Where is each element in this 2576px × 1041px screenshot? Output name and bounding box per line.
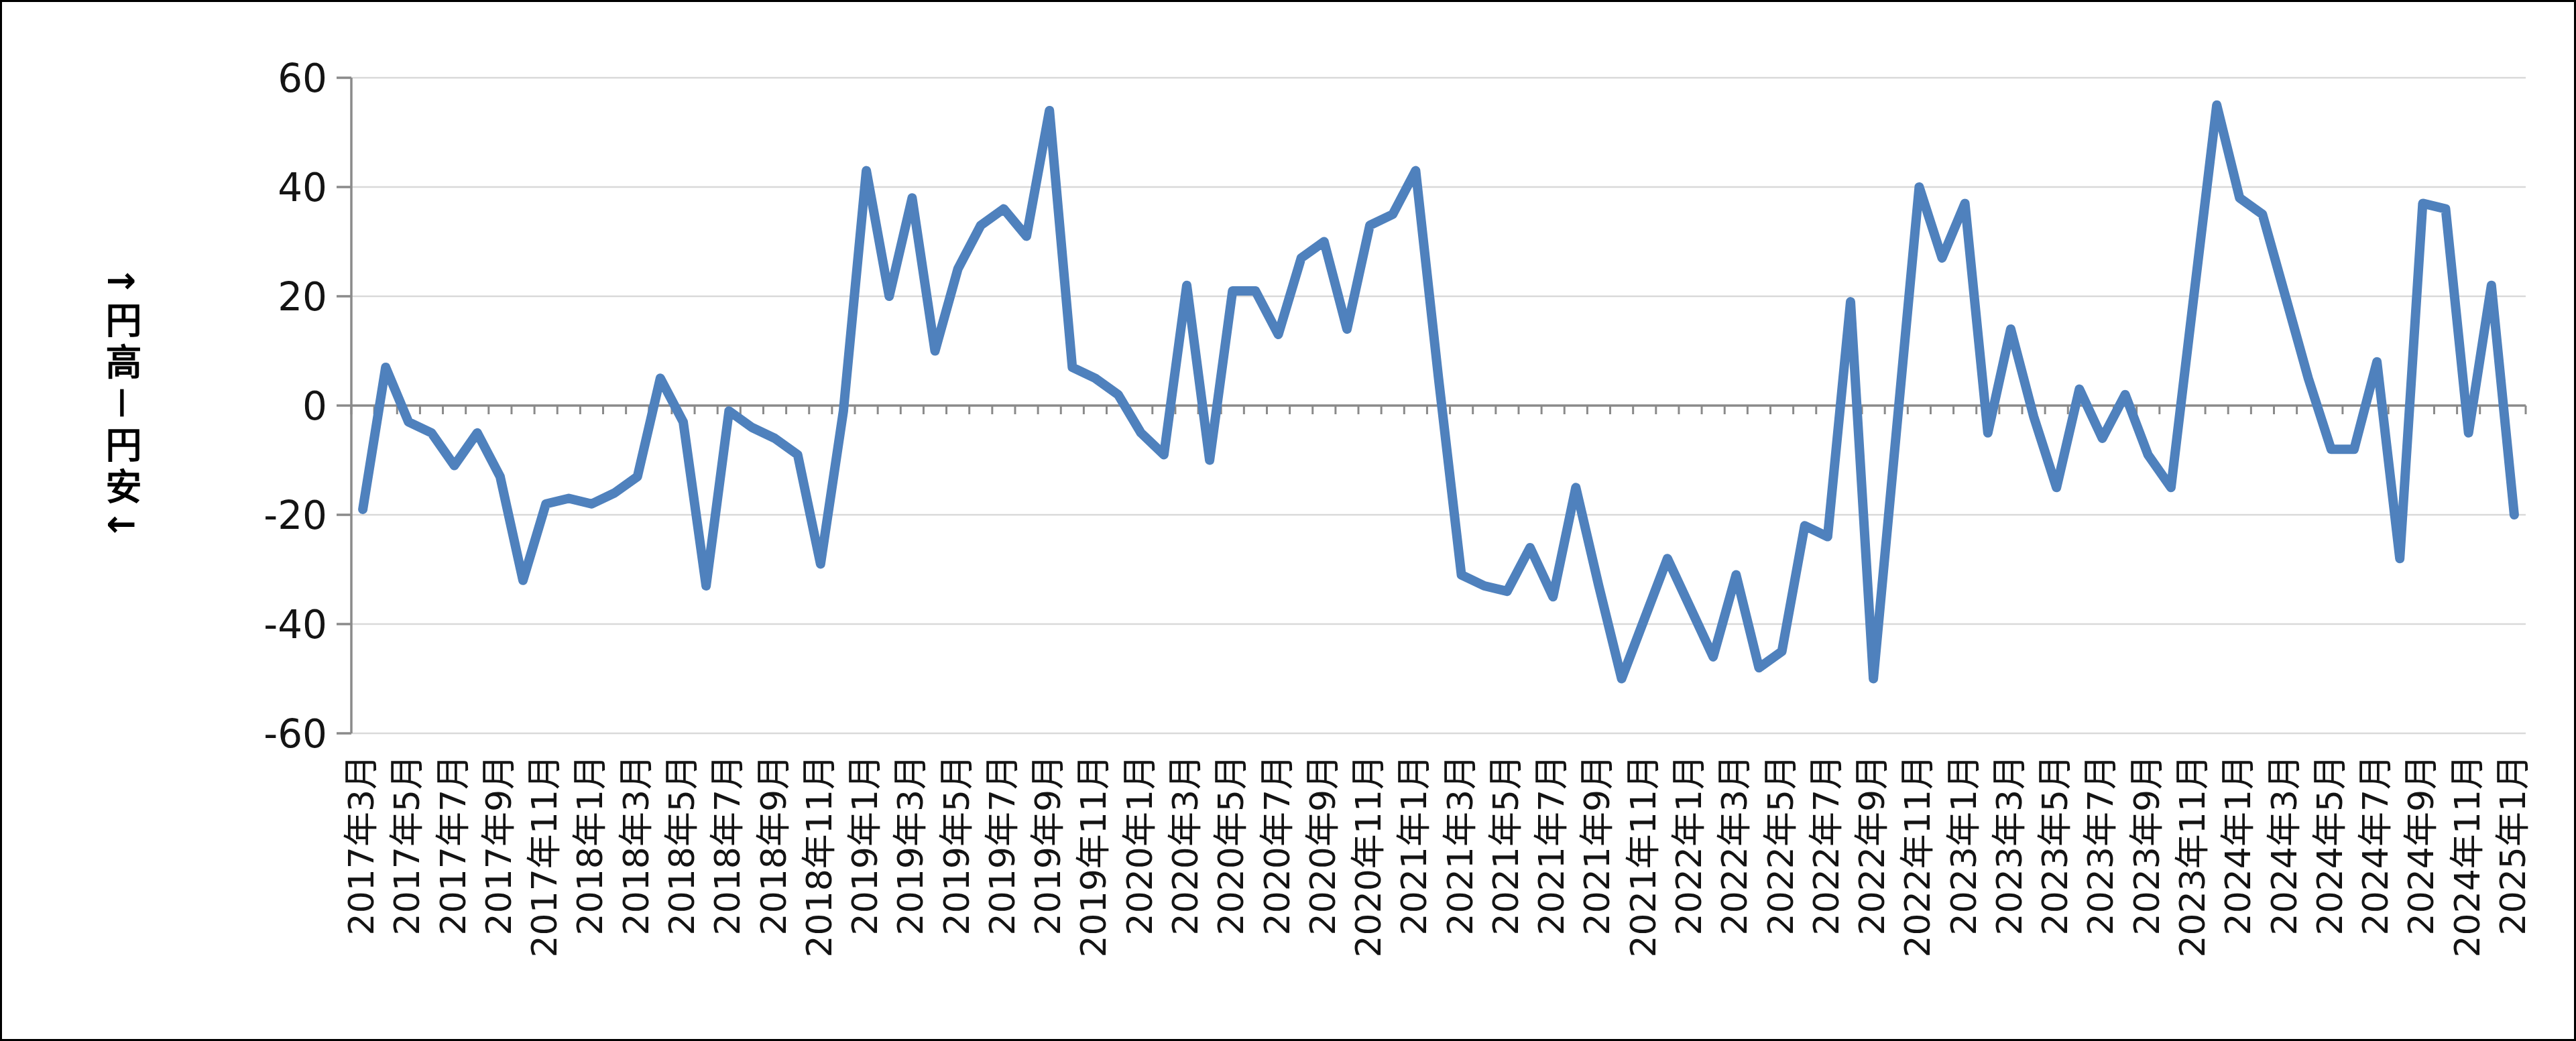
x-tick-label: 2018年9月 (754, 755, 794, 935)
x-tick-label: 2019年3月 (890, 755, 931, 935)
x-tick-label: 2025年1月 (2493, 755, 2533, 935)
x-tick-label: 2018年5月 (662, 755, 702, 935)
y-tick-label: 20 (278, 274, 327, 320)
x-tick-label: 2017年9月 (479, 755, 519, 935)
x-tick-label: 2023年1月 (1944, 755, 1984, 935)
x-tick-label: 2020年3月 (1165, 755, 1206, 935)
x-tick-label: 2018年3月 (616, 755, 656, 935)
x-tick-label: 2017年5月 (387, 755, 427, 935)
x-tick-label: 2021年7月 (1531, 755, 1572, 935)
x-tick-label: 2020年9月 (1303, 755, 1343, 935)
x-tick-label: 2020年11月 (1348, 755, 1389, 958)
x-tick-label: 2019年1月 (845, 755, 885, 935)
y-axis-title: ↑円高－円安↓ (102, 266, 138, 546)
y-tick-label: -60 (264, 711, 327, 757)
y-tick-label: -20 (264, 493, 327, 538)
x-tick-label: 2021年3月 (1440, 755, 1480, 935)
x-tick-label: 2024年3月 (2264, 755, 2304, 935)
x-tick-label: 2017年3月 (341, 755, 382, 935)
x-tick-label: 2021年9月 (1577, 755, 1617, 935)
x-tick-label: 2022年7月 (1806, 755, 1847, 935)
x-tick-label: 2022年5月 (1761, 755, 1801, 935)
x-tick-label: 2023年11月 (2172, 755, 2213, 958)
x-tick-label: 2023年3月 (1989, 755, 2030, 935)
x-tick-label: 2022年11月 (1897, 755, 1938, 958)
x-tick-label: 2019年9月 (1028, 755, 1068, 935)
x-tick-label: 2021年5月 (1486, 755, 1526, 935)
x-tick-label: 2022年9月 (1852, 755, 1892, 935)
y-tick-label: 60 (278, 56, 327, 101)
x-tick-label: 2018年1月 (570, 755, 610, 935)
x-tick-label: 2023年9月 (2127, 755, 2167, 935)
x-tick-label: 2024年5月 (2310, 755, 2350, 935)
x-tick-labels-group: 2017年3月2017年5月2017年7月2017年9月2017年11月2018… (341, 755, 2533, 958)
x-tick-label: 2024年1月 (2218, 755, 2258, 935)
x-tick-label: 2024年7月 (2355, 755, 2396, 935)
x-tick-label: 2023年7月 (2081, 755, 2121, 935)
x-tick-label: 2020年7月 (1257, 755, 1297, 935)
x-tick-label: 2024年11月 (2447, 755, 2487, 958)
y-tick-label: 0 (302, 383, 327, 429)
data-line (363, 105, 2514, 679)
x-tick-label: 2023年5月 (2035, 755, 2075, 935)
x-tick-label: 2024年9月 (2401, 755, 2441, 935)
x-tick-label: 2017年7月 (433, 755, 473, 935)
x-tick-label: 2020年1月 (1120, 755, 1160, 935)
x-tick-label: 2020年5月 (1211, 755, 1251, 935)
x-tick-label: 2018年11月 (799, 755, 839, 958)
y-tick-label: 40 (278, 165, 327, 210)
x-tick-label: 2019年5月 (937, 755, 977, 935)
line-chart-canvas: 6040200-20-40-60 2017年3月2017年5月2017年7月20… (0, 0, 2576, 1041)
x-tick-label: 2022年1月 (1669, 755, 1709, 935)
y-tick-label: -40 (264, 602, 327, 648)
x-tick-label: 2021年1月 (1394, 755, 1434, 935)
y-tick-labels-group: 60 40 20 0 -20 -40 -60 (264, 56, 327, 757)
data-series-group (363, 105, 2514, 679)
x-tick-label: 2019年7月 (982, 755, 1022, 935)
x-tick-label: 2017年11月 (524, 755, 565, 958)
x-tick-label: 2019年11月 (1073, 755, 1114, 958)
x-tick-label: 2022年3月 (1714, 755, 1755, 935)
x-tick-label: 2018年7月 (707, 755, 748, 935)
x-tick-label: 2021年11月 (1623, 755, 1663, 958)
